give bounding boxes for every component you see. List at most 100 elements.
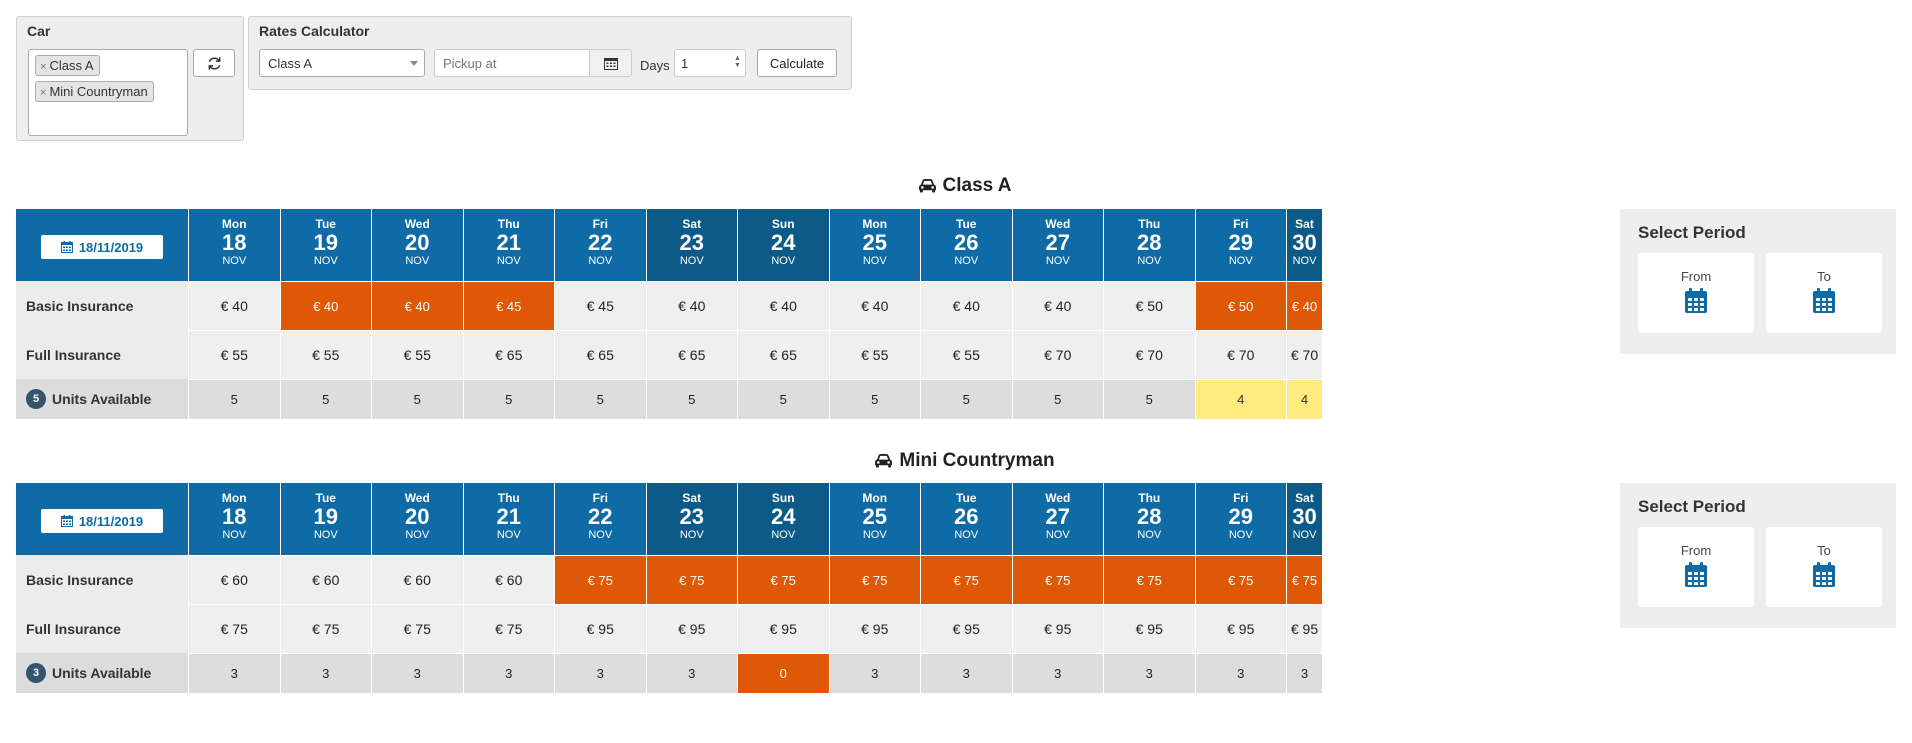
class-select[interactable]: Class A xyxy=(259,49,425,77)
units-cell[interactable]: 3 xyxy=(188,653,280,693)
rate-cell[interactable]: € 70 xyxy=(1469,330,1470,379)
rate-cell[interactable]: € 55 xyxy=(920,330,1012,379)
rate-cell[interactable]: € 70 xyxy=(1103,330,1195,379)
units-cell[interactable]: 5 xyxy=(737,379,829,419)
rate-cell[interactable]: € 40 xyxy=(1011,281,1103,330)
rate-cell[interactable]: € 65 xyxy=(737,330,829,379)
rate-cell[interactable]: € 55 xyxy=(279,330,371,379)
rate-cell[interactable]: € 45 xyxy=(554,281,646,330)
rate-cell[interactable]: € 75 xyxy=(828,555,920,604)
tag-remove-icon[interactable]: × xyxy=(40,87,47,99)
units-cell[interactable]: 5 xyxy=(279,379,371,419)
rate-cell[interactable]: € 50 xyxy=(1194,281,1286,330)
rate-cell[interactable]: € 75 xyxy=(1560,604,1562,653)
rate-cell[interactable]: € 95 xyxy=(1377,604,1379,653)
units-cell[interactable]: 5 xyxy=(1011,379,1103,419)
units-cell[interactable]: 3 xyxy=(371,653,463,693)
rate-cell[interactable]: € 75 xyxy=(1194,555,1286,604)
rate-cell[interactable]: € 40 xyxy=(645,281,737,330)
rate-cell[interactable]: € 75 xyxy=(554,555,646,604)
rate-cell[interactable]: € 65 xyxy=(462,330,554,379)
days-input[interactable] xyxy=(674,49,746,77)
rate-cell[interactable]: € 40 xyxy=(371,281,463,330)
car-tag[interactable]: × Mini Countryman xyxy=(35,81,154,102)
units-cell[interactable]: 3 xyxy=(554,653,646,693)
units-cell[interactable]: 3 xyxy=(1103,653,1195,693)
rate-cell[interactable]: € 65 xyxy=(554,330,646,379)
rate-cell[interactable]: € 75 xyxy=(1377,555,1379,604)
units-cell[interactable]: 3 xyxy=(920,653,1012,693)
rate-cell[interactable]: € 40 xyxy=(1377,281,1379,330)
rate-cell[interactable]: € 40 xyxy=(1469,281,1470,330)
rate-cell[interactable]: € 75 xyxy=(1011,555,1103,604)
rate-cell[interactable]: € 95 xyxy=(1286,604,1322,653)
rate-cell[interactable]: € 55 xyxy=(1560,330,1562,379)
tag-remove-icon[interactable]: × xyxy=(40,61,47,73)
days-spinner-icon[interactable]: ▲ ▼ xyxy=(734,55,741,69)
units-cell[interactable]: 3 xyxy=(279,653,371,693)
rate-cell[interactable]: € 40 xyxy=(188,281,280,330)
units-cell[interactable]: 3 xyxy=(645,653,737,693)
rate-cell[interactable]: € 70 xyxy=(1011,330,1103,379)
refresh-button[interactable] xyxy=(193,49,235,77)
units-cell[interactable]: 3 xyxy=(1011,653,1103,693)
rate-cell[interactable]: € 75 xyxy=(1286,555,1322,604)
rate-cell[interactable]: € 40 xyxy=(1286,281,1322,330)
units-cell[interactable]: 5 xyxy=(645,379,737,419)
rate-cell[interactable]: € 45 xyxy=(462,281,554,330)
rate-cell[interactable]: € 95 xyxy=(1194,604,1286,653)
rate-cell[interactable]: € 70 xyxy=(1377,330,1379,379)
rate-cell[interactable]: € 75 xyxy=(645,555,737,604)
rate-cell[interactable]: € 95 xyxy=(737,604,829,653)
rate-cell[interactable]: € 75 xyxy=(371,604,463,653)
rate-cell[interactable]: € 95 xyxy=(1103,604,1195,653)
units-cell[interactable]: 4 xyxy=(1286,379,1322,419)
period-to-button[interactable]: To xyxy=(1766,527,1882,607)
units-cell[interactable]: 5 xyxy=(1560,379,1562,419)
rate-cell[interactable]: € 95 xyxy=(920,604,1012,653)
rate-cell[interactable]: € 75 xyxy=(1469,604,1470,653)
calculate-button[interactable]: Calculate xyxy=(757,49,837,77)
rate-cell[interactable]: € 75 xyxy=(737,555,829,604)
rate-cell[interactable]: € 75 xyxy=(1103,555,1195,604)
period-from-button[interactable]: From xyxy=(1638,253,1754,333)
date-picker-button[interactable]: 18/11/2019 xyxy=(41,509,163,533)
period-to-button[interactable]: To xyxy=(1766,253,1882,333)
rate-cell[interactable]: € 55 xyxy=(828,330,920,379)
units-cell[interactable]: 5 xyxy=(828,379,920,419)
units-cell[interactable]: 4 xyxy=(1194,379,1286,419)
units-cell[interactable]: 5 xyxy=(920,379,1012,419)
units-cell[interactable]: 3 xyxy=(828,653,920,693)
rate-cell[interactable]: € 65 xyxy=(645,330,737,379)
rate-cell[interactable]: € 95 xyxy=(645,604,737,653)
rate-cell[interactable]: € 55 xyxy=(371,330,463,379)
units-cell[interactable]: 5 xyxy=(188,379,280,419)
units-cell[interactable]: 0 xyxy=(737,653,829,693)
rate-cell[interactable]: € 70 xyxy=(1194,330,1286,379)
rate-cell[interactable]: € 40 xyxy=(828,281,920,330)
rate-cell[interactable]: € 60 xyxy=(188,555,280,604)
rate-cell[interactable]: € 75 xyxy=(462,604,554,653)
units-cell[interactable]: 3 xyxy=(1377,653,1379,693)
pickup-input[interactable] xyxy=(434,49,590,77)
date-picker-button[interactable]: 18/11/2019 xyxy=(41,235,163,259)
rate-cell[interactable]: € 95 xyxy=(828,604,920,653)
rate-cell[interactable]: € 50 xyxy=(1103,281,1195,330)
units-cell[interactable]: 5 xyxy=(1103,379,1195,419)
rate-cell[interactable]: € 70 xyxy=(1286,330,1322,379)
units-cell[interactable]: 3 xyxy=(462,653,554,693)
rate-cell[interactable]: € 60 xyxy=(371,555,463,604)
units-cell[interactable]: 5 xyxy=(371,379,463,419)
rate-cell[interactable]: € 75 xyxy=(188,604,280,653)
rate-cell[interactable]: € 60 xyxy=(1560,555,1562,604)
units-cell[interactable]: 5 xyxy=(554,379,646,419)
units-cell[interactable]: 3 xyxy=(1194,653,1286,693)
units-cell[interactable]: 3 xyxy=(1560,653,1562,693)
units-cell[interactable]: 3 xyxy=(1286,653,1322,693)
rate-cell[interactable]: € 60 xyxy=(279,555,371,604)
rate-cell[interactable]: € 75 xyxy=(279,604,371,653)
rate-cell[interactable]: € 40 xyxy=(279,281,371,330)
period-from-button[interactable]: From xyxy=(1638,527,1754,607)
car-multiselect[interactable]: × Class A × Mini Countryman xyxy=(28,49,188,136)
units-cell[interactable]: 3 xyxy=(1469,653,1470,693)
